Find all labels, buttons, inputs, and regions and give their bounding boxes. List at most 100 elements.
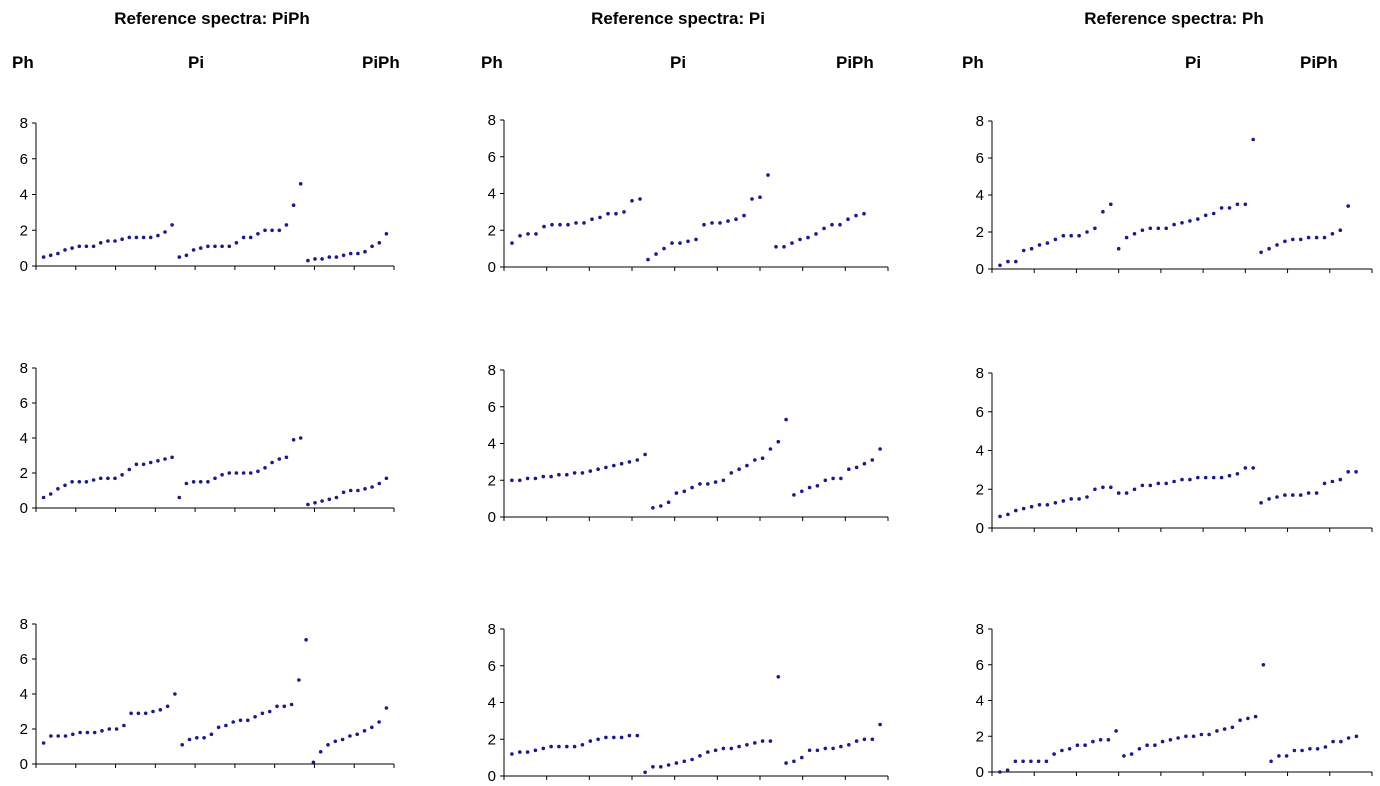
data-point-series-1 bbox=[1196, 475, 1200, 480]
data-point-series-2 bbox=[1308, 747, 1312, 751]
data-point-series-1 bbox=[742, 213, 746, 218]
data-point-series-1 bbox=[1253, 714, 1258, 719]
data-point-series-2 bbox=[823, 746, 828, 751]
data-point-series-0 bbox=[596, 737, 600, 742]
data-point-series-1 bbox=[694, 237, 698, 242]
y-tick-label: 6 bbox=[488, 399, 496, 416]
data-point-series-0 bbox=[1053, 501, 1058, 505]
data-point-series-0 bbox=[533, 476, 538, 481]
data-point-series-0 bbox=[1061, 233, 1066, 238]
data-point-series-1 bbox=[1164, 481, 1168, 486]
data-point-series-0 bbox=[622, 210, 626, 214]
data-point-series-1 bbox=[277, 457, 282, 461]
data-point-series-1 bbox=[1122, 754, 1126, 758]
data-point-series-0 bbox=[1014, 508, 1018, 513]
data-point-series-0 bbox=[1006, 512, 1010, 517]
data-point-series-2 bbox=[1275, 243, 1279, 247]
data-point-series-1 bbox=[666, 500, 671, 505]
data-point-series-2 bbox=[1315, 747, 1320, 751]
data-point-series-0 bbox=[635, 458, 640, 462]
data-point-series-2 bbox=[1354, 470, 1358, 474]
y-tick-label: 0 bbox=[20, 500, 28, 517]
data-point-series-1 bbox=[202, 736, 206, 740]
data-point-series-1 bbox=[1261, 663, 1266, 667]
data-point-series-1 bbox=[721, 746, 726, 751]
data-point-series-0 bbox=[163, 230, 167, 234]
data-point-series-2 bbox=[370, 725, 374, 730]
data-point-series-0 bbox=[71, 732, 75, 737]
data-point-series-1 bbox=[721, 478, 726, 483]
y-tick-label: 6 bbox=[976, 657, 984, 674]
data-point-series-1 bbox=[260, 711, 265, 716]
data-point-series-0 bbox=[643, 452, 647, 457]
data-point-series-0 bbox=[141, 462, 146, 467]
data-point-series-1 bbox=[1156, 481, 1161, 486]
y-tick-label: 4 bbox=[976, 693, 984, 710]
data-point-series-1 bbox=[177, 495, 182, 500]
data-point-series-1 bbox=[776, 675, 781, 679]
y-tick-label: 2 bbox=[20, 721, 28, 738]
data-point-series-0 bbox=[1061, 499, 1066, 503]
data-point-series-1 bbox=[1137, 747, 1142, 751]
y-tick-label: 0 bbox=[488, 768, 496, 785]
data-point-series-0 bbox=[1083, 743, 1087, 747]
data-point-series-2 bbox=[1300, 748, 1304, 753]
data-point-series-0 bbox=[84, 244, 89, 249]
data-point-series-1 bbox=[710, 221, 714, 225]
data-point-series-0 bbox=[63, 248, 67, 252]
column-title-2: Reference spectra: Ph bbox=[1084, 9, 1264, 28]
y-tick-label: 6 bbox=[20, 395, 28, 412]
data-point-series-2 bbox=[1259, 250, 1263, 255]
data-point-series-2 bbox=[1338, 477, 1343, 482]
data-point-series-1 bbox=[753, 741, 757, 745]
data-point-series-1 bbox=[766, 173, 770, 177]
data-point-series-2 bbox=[814, 232, 818, 236]
data-point-series-0 bbox=[170, 223, 174, 227]
data-point-series-2 bbox=[327, 497, 332, 502]
data-point-series-0 bbox=[550, 222, 554, 227]
data-point-series-1 bbox=[1172, 222, 1176, 227]
data-point-series-2 bbox=[313, 501, 317, 505]
data-point-series-0 bbox=[541, 474, 546, 479]
data-point-series-0 bbox=[1014, 259, 1018, 264]
data-point-series-1 bbox=[241, 235, 246, 240]
data-point-series-1 bbox=[253, 715, 257, 719]
data-point-series-1 bbox=[745, 743, 749, 747]
data-point-series-0 bbox=[134, 462, 139, 467]
data-point-series-1 bbox=[1156, 226, 1161, 231]
data-point-series-2 bbox=[1346, 470, 1350, 474]
y-tick-label: 2 bbox=[976, 224, 984, 241]
data-point-series-0 bbox=[1045, 503, 1050, 507]
data-point-series-0 bbox=[510, 752, 514, 756]
data-point-series-0 bbox=[565, 472, 569, 477]
data-point-series-0 bbox=[70, 480, 74, 484]
data-point-series-0 bbox=[1093, 487, 1097, 492]
data-point-series-1 bbox=[1219, 475, 1224, 480]
data-point-series-1 bbox=[1235, 472, 1240, 476]
data-point-series-0 bbox=[525, 750, 530, 754]
data-point-series-0 bbox=[565, 744, 569, 749]
y-tick-label: 4 bbox=[976, 187, 984, 204]
data-point-series-1 bbox=[784, 417, 788, 422]
data-point-series-0 bbox=[1101, 209, 1105, 214]
data-point-series-2 bbox=[1339, 739, 1343, 744]
y-tick-label: 0 bbox=[20, 756, 28, 773]
data-point-series-1 bbox=[270, 460, 274, 465]
data-point-series-2 bbox=[1292, 748, 1297, 753]
data-point-series-1 bbox=[241, 471, 246, 475]
y-tick-label: 6 bbox=[20, 151, 28, 168]
data-point-series-1 bbox=[1116, 246, 1121, 251]
data-point-series-1 bbox=[231, 720, 235, 724]
data-point-series-1 bbox=[666, 763, 671, 767]
data-point-series-1 bbox=[1243, 202, 1248, 207]
data-point-series-0 bbox=[1037, 503, 1042, 507]
data-point-series-1 bbox=[702, 222, 706, 227]
data-point-series-1 bbox=[206, 480, 210, 484]
data-point-series-0 bbox=[1029, 246, 1034, 251]
data-point-series-2 bbox=[341, 490, 346, 495]
y-tick-label: 6 bbox=[976, 150, 984, 167]
data-point-series-1 bbox=[298, 436, 303, 440]
data-point-series-0 bbox=[588, 739, 593, 743]
data-point-series-1 bbox=[1238, 718, 1242, 722]
data-point-series-0 bbox=[163, 457, 167, 461]
